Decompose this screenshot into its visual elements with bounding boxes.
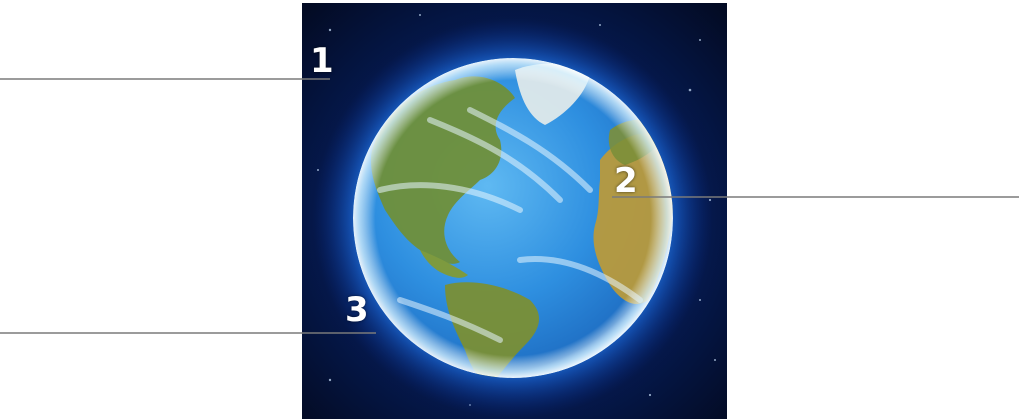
callout-number-3: 3 (345, 290, 369, 330)
callout-number-1: 1 (310, 41, 334, 81)
callout-number-2: 2 (614, 161, 638, 201)
earth-globe (353, 58, 673, 378)
